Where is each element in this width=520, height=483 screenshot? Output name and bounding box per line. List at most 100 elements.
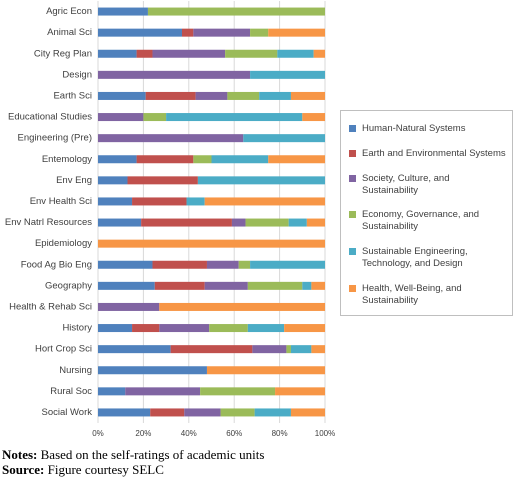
y-tick-label: Rural Soc <box>50 386 92 397</box>
legend-label: Health, Well-Being, and Sustainability <box>362 282 462 306</box>
notes-text: Based on the self-ratings of academic un… <box>40 447 265 462</box>
bar-segment <box>197 176 325 185</box>
bar-segment <box>170 345 253 354</box>
bar-segment <box>284 324 325 333</box>
x-tick-label: 40% <box>181 429 197 438</box>
legend-label: Human-Natural Systems <box>362 123 466 134</box>
y-tick-label: Earth Sci <box>53 90 92 101</box>
legend-label: Sustainable Engineering, Technology, and… <box>362 246 468 270</box>
bar-segment <box>98 176 128 185</box>
bar-segment <box>277 49 314 58</box>
bar-segment <box>127 176 198 185</box>
bar-segment <box>98 49 137 58</box>
bar-segment <box>238 260 251 269</box>
bar-segment <box>132 197 187 206</box>
x-tick-label: 0% <box>92 429 104 438</box>
bar-segment <box>254 408 291 417</box>
source-label: Source: <box>2 462 45 477</box>
bar-segment <box>247 324 285 333</box>
x-tick-label: 20% <box>135 429 151 438</box>
y-tick-label: Educational Studies <box>8 112 92 123</box>
legend-entry: Society, Culture, and Sustainability <box>349 173 506 197</box>
legend-label: Society, Culture, and Sustainability <box>362 172 450 196</box>
bar-segment <box>186 197 205 206</box>
bar-segment <box>193 155 212 164</box>
y-tick-label: History <box>62 323 92 334</box>
bar-segment <box>184 408 221 417</box>
bar-segment <box>98 70 251 79</box>
bar-segment <box>98 28 182 37</box>
y-tick-label: Env Eng <box>56 175 92 186</box>
y-tick-label: Nursing <box>59 365 92 376</box>
bar-segment <box>252 345 287 354</box>
y-tick-label: Entemology <box>42 154 92 165</box>
legend-swatch <box>349 284 356 292</box>
notes-label: Notes: <box>2 447 38 462</box>
bar-segment <box>302 113 325 122</box>
legend-label: Economy, Governance, and Sustainability <box>362 209 480 233</box>
bar-segment <box>200 387 276 396</box>
bar-segment <box>204 281 248 290</box>
bar-segment <box>98 387 126 396</box>
bar-segment <box>98 134 244 143</box>
legend-entry: Health, Well-Being, and Sustainability <box>349 283 506 307</box>
bar-segment <box>290 91 325 100</box>
y-tick-label: Food Ag Bio Eng <box>21 259 92 270</box>
bar-segment <box>98 155 137 164</box>
y-tick-label: Env Health Sci <box>30 196 92 207</box>
bar-segment <box>98 91 146 100</box>
y-tick-label: Animal Sci <box>47 27 92 38</box>
bar-segment <box>159 302 325 311</box>
legend-entry: Human-Natural Systems <box>349 123 506 135</box>
bar-segment <box>247 281 303 290</box>
bar-segment <box>136 155 194 164</box>
bar-segment <box>250 70 325 79</box>
bar-segment <box>250 28 269 37</box>
y-tick-label: Social Work <box>41 407 92 418</box>
y-tick-label: Epidemiology <box>35 238 92 249</box>
bar-segment <box>250 260 325 269</box>
bar-segment <box>98 218 142 227</box>
bar-segment <box>302 281 312 290</box>
bar-segment <box>98 281 155 290</box>
notes-line: Notes: Based on the self-ratings of acad… <box>2 447 264 462</box>
bar-segment <box>147 7 325 16</box>
bar-segment <box>288 218 307 227</box>
y-tick-label: Hort Crop Sci <box>35 344 92 355</box>
y-tick-label: Env Natrl Resources <box>5 217 92 228</box>
y-tick-label: Design <box>62 69 92 80</box>
bar-segment <box>98 113 144 122</box>
legend-label: Earth and Environmental Systems <box>362 147 506 159</box>
legend: Human-Natural Systems Earth and Environme… <box>340 110 513 316</box>
bar-segment <box>268 155 325 164</box>
bar-segment <box>204 197 325 206</box>
source-line: Source: Figure courtesy SELC <box>2 462 264 477</box>
bar-segment <box>313 49 325 58</box>
bar-segment <box>311 345 325 354</box>
bar-segment <box>159 324 210 333</box>
bar-segment <box>275 387 325 396</box>
bar-segment <box>231 218 246 227</box>
bar-segment <box>290 345 312 354</box>
bar-segment <box>125 387 201 396</box>
y-tick-label: City Reg Plan <box>34 48 92 59</box>
bar-segment <box>98 239 325 248</box>
bar-segment <box>152 49 226 58</box>
bar-segment <box>311 281 325 290</box>
bar-segment <box>132 324 160 333</box>
bar-segment <box>98 260 153 269</box>
bar-segment <box>98 302 160 311</box>
x-tick-label: 80% <box>272 429 288 438</box>
bar-segment <box>145 91 196 100</box>
x-tick-label: 100% <box>315 429 335 438</box>
bar-segment <box>181 28 194 37</box>
legend-swatch <box>349 125 356 132</box>
y-tick-label: Agric Econ <box>46 6 92 17</box>
bar-segment <box>268 28 325 37</box>
legend-swatch <box>349 248 356 256</box>
legend-entry: Economy, Governance, and Sustainability <box>349 209 506 233</box>
bar-segment <box>98 197 133 206</box>
bar-segment <box>227 91 260 100</box>
legend-entry: Sustainable Engineering, Technology, and… <box>349 246 506 270</box>
